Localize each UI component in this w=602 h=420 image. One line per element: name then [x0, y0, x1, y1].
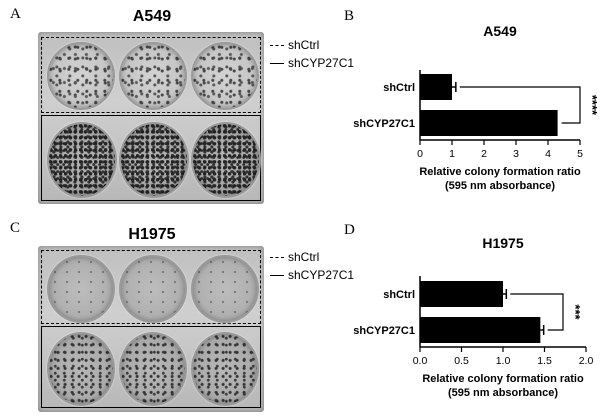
shctrl-group-box: [41, 250, 261, 324]
x-axis-label: Relative colony formation ratio: [422, 373, 584, 385]
x-axis-label-units: (595 nm absorbance): [445, 180, 555, 192]
well: [119, 255, 187, 323]
x-axis-label: Relative colony formation ratio: [419, 166, 581, 178]
x-tick-label: 2: [481, 148, 487, 160]
x-tick-label: 1.5: [537, 355, 552, 367]
x-tick-label: 0.0: [413, 355, 428, 367]
panel-letter-c: C: [10, 220, 21, 236]
well: [191, 255, 259, 323]
chart-title: A549: [483, 23, 517, 39]
dashed-line-swatch: [270, 257, 284, 259]
x-tick-label: 1: [449, 148, 455, 160]
solid-line-swatch: [270, 275, 284, 277]
legend-label: shCYP27C1: [288, 56, 355, 70]
legend-shctrl-c: shCtrl: [270, 250, 319, 264]
category-label: shCYP27C1: [353, 325, 415, 337]
legend-label: shCtrl: [288, 250, 320, 264]
panel-letter-a: A: [10, 6, 21, 22]
panel-a-plate-image: [38, 32, 264, 204]
x-tick-label: 5: [577, 148, 583, 160]
legend-label: shCYP27C1: [288, 268, 355, 282]
panel-c-title: H1975: [128, 226, 176, 243]
x-tick-label: 2.0: [579, 355, 594, 367]
significance-bracket: [459, 86, 581, 124]
legend-shcyp27c1-c: shCYP27C1: [270, 268, 354, 282]
solid-line-swatch: [270, 63, 284, 65]
shctrl-group-box: [41, 37, 261, 113]
well: [47, 122, 117, 198]
well: [47, 42, 115, 110]
bar: [420, 281, 503, 307]
well: [119, 42, 187, 110]
bar: [420, 74, 452, 100]
shcyp27c1-group-box: [41, 326, 261, 408]
x-tick-label: 0: [417, 148, 423, 160]
well: [191, 122, 261, 198]
category-label: shCYP27C1: [353, 118, 415, 130]
chart-title: H1975: [482, 235, 523, 251]
well: [119, 122, 189, 198]
x-tick-label: 0.5: [454, 355, 469, 367]
panel-c-plate-image: [38, 246, 264, 412]
well: [191, 332, 259, 406]
legend-shctrl-a: shCtrl: [270, 38, 319, 52]
well: [47, 255, 115, 323]
legend-shcyp27c1-a: shCYP27C1: [270, 56, 354, 70]
well: [119, 332, 187, 406]
panel-letter-d: D: [344, 222, 355, 238]
chart-b: A549 shCtrl shCYP27C1 0 1 2 3 4 5 Relative colony…: [353, 23, 600, 192]
significance-stars: ***: [568, 304, 583, 320]
panel-letter-b: B: [344, 8, 355, 24]
significance-bracket: [510, 293, 564, 331]
category-label: shCtrl: [383, 289, 415, 301]
legend-label: shCtrl: [288, 38, 320, 52]
x-tick-label: 1.0: [496, 355, 511, 367]
x-tick-label: 4: [545, 148, 551, 160]
well: [47, 332, 115, 406]
bar: [420, 110, 558, 136]
significance-stars: ****: [585, 95, 600, 116]
chart-d: H1975 shCtrl shCYP27C1 0.0 0.5 1.0 1.5 2.0 Relat…: [353, 235, 594, 399]
panel-a-title: A549: [132, 8, 172, 25]
x-axis-label-units: (595 nm absorbance): [448, 387, 558, 399]
bar: [420, 317, 541, 343]
dashed-line-swatch: [270, 45, 284, 47]
category-label: shCtrl: [383, 82, 415, 94]
x-tick-label: 3: [513, 148, 519, 160]
well: [191, 42, 259, 110]
